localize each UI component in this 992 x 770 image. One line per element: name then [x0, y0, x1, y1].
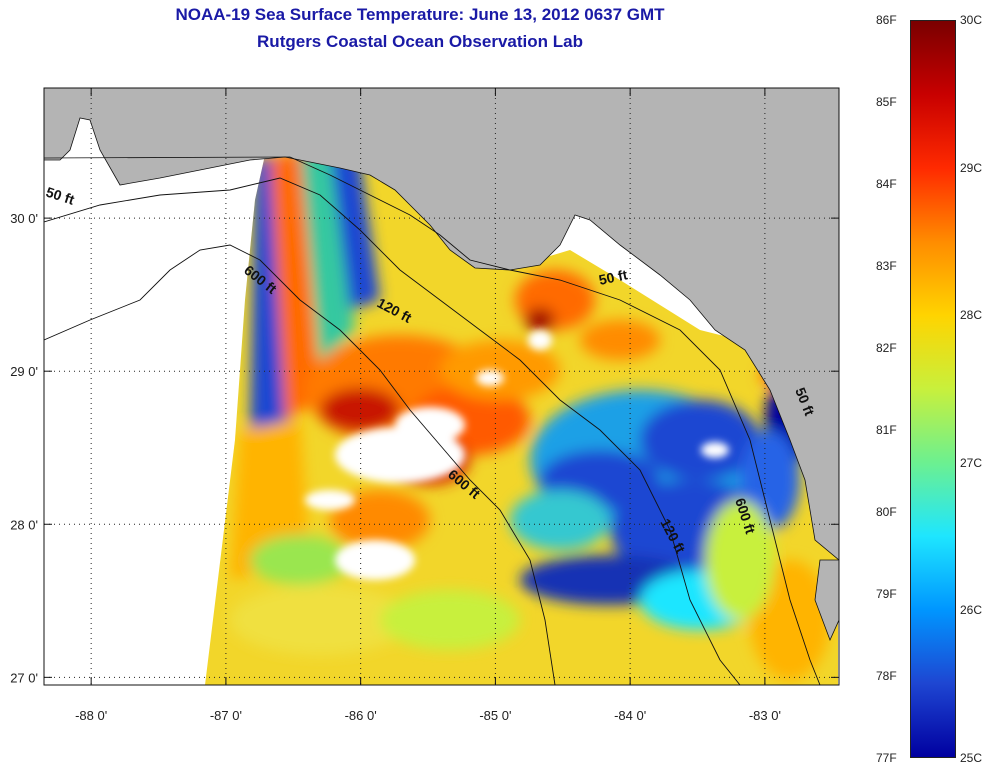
celsius-label: 25C — [960, 751, 983, 765]
celsius-label: 30C — [960, 13, 983, 27]
lat-tick-label: 28 0' — [10, 517, 38, 532]
fahrenheit-label: 80F — [876, 505, 897, 519]
celsius-label: 28C — [960, 308, 983, 323]
lon-tick-label: -88 0' — [75, 708, 107, 723]
lon-tick-label: -84 0' — [614, 708, 646, 723]
lon-tick-label: -86 0' — [345, 708, 377, 723]
fahrenheit-label: 82F — [876, 341, 897, 355]
axis-ticks — [44, 88, 839, 685]
fahrenheit-label: 83F — [876, 259, 897, 273]
bathymetry-contours — [44, 156, 821, 685]
fahrenheit-label: 77F — [876, 751, 897, 765]
fahrenheit-label: 84F — [876, 177, 897, 191]
lon-tick-label: -83 0' — [749, 708, 781, 723]
fahrenheit-label: 86F — [876, 13, 897, 27]
map-frame — [43, 87, 840, 686]
contour-label: 50 ft — [597, 266, 629, 288]
fahrenheit-label: 81F — [876, 423, 897, 437]
map-title: NOAA-19 Sea Surface Temperature: June 13… — [175, 5, 665, 24]
fahrenheit-label: 79F — [876, 587, 897, 601]
color-bar — [910, 20, 956, 758]
fahrenheit-label: 85F — [876, 95, 897, 109]
celsius-label: 29C — [960, 160, 983, 175]
lat-tick-label: 27 0' — [10, 670, 38, 685]
axis-tick-labels: -88 0' -87 0' -86 0' -85 0' -84 0' -83 0' 27 0… — [10, 211, 781, 723]
celsius-label: 27C — [960, 455, 983, 470]
lon-tick-label: -85 0' — [479, 708, 511, 723]
lat-tick-label: 30 0' — [10, 211, 38, 226]
fahrenheit-label: 78F — [876, 669, 897, 683]
lon-tick-label: -87 0' — [210, 708, 242, 723]
lat-tick-label: 29 0' — [10, 364, 38, 379]
map-subtitle: Rutgers Coastal Ocean Observation Lab — [257, 32, 583, 51]
land — [44, 88, 839, 642]
sst-map: 50 ft 600 ft 120 ft 50 ft 600 ft 120 ft … — [10, 87, 840, 723]
celsius-label: 26C — [960, 603, 983, 618]
